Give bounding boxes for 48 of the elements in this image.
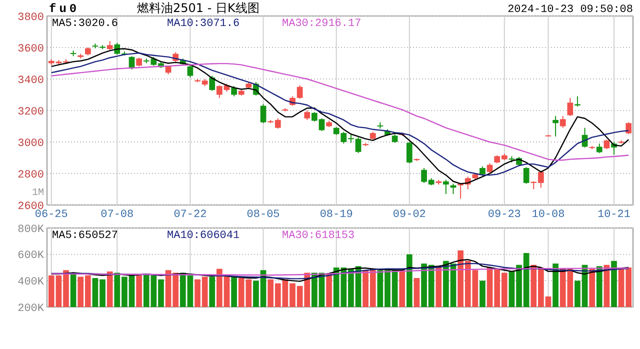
candlestick bbox=[486, 162, 493, 174]
y-tick-label: 3000 bbox=[18, 138, 44, 150]
y-tick-label: 3600 bbox=[18, 43, 44, 56]
y-tick-label: 3200 bbox=[18, 106, 44, 118]
line-series bbox=[50, 268, 630, 276]
candlestick bbox=[523, 166, 530, 184]
text: MA10:3071.6 bbox=[167, 18, 240, 30]
y-tick-label: 3400 bbox=[18, 74, 44, 87]
candlestick bbox=[260, 104, 266, 124]
candlestick bbox=[209, 75, 216, 92]
y-tick-label: 2800 bbox=[18, 169, 44, 182]
series-label: MA5:3020.6 bbox=[52, 18, 118, 30]
y-tick-label: 400K bbox=[18, 276, 44, 289]
y-tick-label: 200K bbox=[18, 302, 44, 315]
x-tick-label: 08-05 bbox=[246, 209, 280, 221]
x-tick-label: 09-23 bbox=[488, 209, 521, 221]
candlestick bbox=[406, 142, 412, 164]
candlestick bbox=[128, 56, 135, 70]
candlestick bbox=[355, 136, 362, 154]
x-tick-label: 07-08 bbox=[100, 209, 134, 221]
x-tick-label: 07-22 bbox=[174, 209, 207, 221]
candlestick bbox=[443, 179, 449, 194]
candlestick bbox=[552, 116, 558, 137]
text: MA10:606041 bbox=[167, 230, 240, 242]
candlestick bbox=[304, 110, 310, 120]
chart-subtitle: 2024-10-23 09:50:08 bbox=[508, 4, 633, 16]
candlestick bbox=[187, 64, 194, 78]
y-tick-label: 800K bbox=[18, 224, 44, 236]
text: MA30:2916.17 bbox=[282, 18, 362, 30]
candlestick bbox=[231, 86, 237, 97]
text: MA30:618153 bbox=[282, 230, 355, 242]
y-tick-label: 3800 bbox=[18, 12, 44, 24]
candlestick bbox=[296, 84, 303, 100]
text: MA5:650527 bbox=[52, 230, 118, 242]
x-tick-label: 09-02 bbox=[392, 209, 426, 221]
candlestick bbox=[604, 139, 610, 150]
candlestick bbox=[560, 116, 566, 128]
candlestick bbox=[626, 122, 632, 135]
y-tick-label: 600K bbox=[18, 250, 44, 262]
x-tick-label: 08-19 bbox=[320, 209, 353, 221]
annotation: fu0 bbox=[49, 2, 80, 16]
x-tick-label: 10-08 bbox=[532, 209, 565, 221]
candlestick bbox=[574, 96, 580, 108]
text: 1M bbox=[32, 188, 44, 199]
chart-title: 燃料油2501 - 日K线图 bbox=[137, 1, 260, 15]
candlestick bbox=[567, 97, 574, 117]
candlestick bbox=[596, 143, 602, 154]
x-tick-label: 10-21 bbox=[597, 209, 631, 221]
